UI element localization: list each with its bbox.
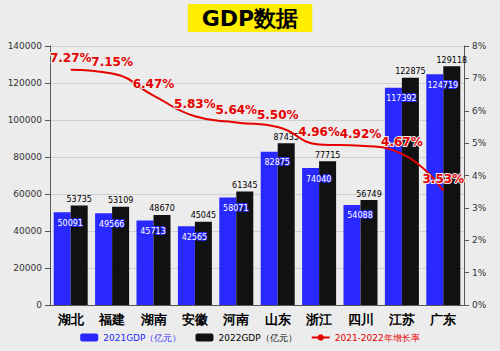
svg-text:5.64%: 5.64% [215, 103, 257, 117]
svg-text:2022GDP（亿元）: 2022GDP（亿元） [218, 333, 296, 343]
svg-text:8%: 8% [472, 41, 487, 51]
svg-text:80000: 80000 [13, 152, 42, 162]
svg-text:45713: 45713 [140, 227, 165, 236]
svg-text:江苏: 江苏 [388, 312, 415, 327]
svg-text:0%: 0% [472, 300, 487, 310]
svg-text:2%: 2% [472, 235, 487, 245]
svg-text:54088: 54088 [347, 211, 372, 220]
svg-text:60000: 60000 [13, 189, 42, 199]
svg-text:77715: 77715 [315, 151, 340, 160]
svg-text:49566: 49566 [99, 220, 124, 229]
svg-text:140000: 140000 [8, 41, 43, 51]
svg-text:45045: 45045 [191, 211, 216, 220]
svg-text:74040: 74040 [306, 175, 331, 184]
svg-text:4.92%: 4.92% [340, 127, 382, 141]
svg-text:5%: 5% [472, 138, 487, 148]
svg-text:87435: 87435 [273, 132, 299, 142]
svg-text:5.50%: 5.50% [257, 108, 299, 122]
svg-text:1%: 1% [472, 268, 487, 278]
svg-text:117392: 117392 [386, 94, 417, 103]
svg-text:100000: 100000 [8, 115, 43, 125]
svg-text:四川: 四川 [348, 312, 374, 327]
svg-text:福建: 福建 [98, 312, 125, 327]
svg-text:5.83%: 5.83% [174, 97, 216, 111]
svg-text:2021GDP（亿元）: 2021GDP（亿元） [103, 333, 181, 343]
svg-text:4%: 4% [472, 171, 487, 181]
svg-text:山东: 山东 [265, 312, 291, 327]
svg-text:3%: 3% [472, 203, 487, 213]
svg-text:2021-2022年增长率: 2021-2022年增长率 [335, 333, 420, 343]
svg-text:56749: 56749 [356, 190, 381, 199]
svg-text:7.15%: 7.15% [91, 55, 133, 69]
svg-text:120000: 120000 [8, 78, 43, 88]
svg-text:42565: 42565 [182, 233, 207, 242]
svg-text:安徽: 安徽 [182, 312, 209, 327]
svg-text:浙江: 浙江 [305, 312, 332, 327]
svg-text:58071: 58071 [223, 204, 248, 213]
svg-text:6.47%: 6.47% [133, 77, 175, 91]
svg-text:GDP数据: GDP数据 [202, 6, 298, 31]
svg-text:53735: 53735 [66, 195, 91, 204]
svg-text:7.27%: 7.27% [50, 51, 92, 65]
svg-text:0: 0 [36, 300, 42, 310]
svg-text:20000: 20000 [13, 263, 42, 273]
svg-text:61345: 61345 [232, 181, 257, 190]
svg-text:3.53%: 3.53% [422, 172, 464, 186]
svg-text:129118: 129118 [437, 56, 468, 65]
svg-text:53109: 53109 [108, 196, 133, 205]
svg-text:124719: 124719 [428, 81, 459, 90]
svg-text:4.67%: 4.67% [381, 135, 423, 149]
svg-text:4.96%: 4.96% [298, 125, 340, 139]
svg-text:广东: 广东 [429, 312, 456, 327]
svg-text:122875: 122875 [395, 67, 426, 76]
svg-text:48670: 48670 [149, 204, 174, 213]
svg-text:7%: 7% [472, 73, 487, 83]
svg-text:湖南: 湖南 [140, 312, 167, 327]
svg-text:6%: 6% [472, 106, 487, 116]
svg-text:82875: 82875 [264, 158, 289, 167]
svg-text:50091: 50091 [57, 219, 82, 228]
svg-text:湖北: 湖北 [57, 312, 85, 327]
svg-text:河南: 河南 [222, 312, 249, 327]
svg-text:40000: 40000 [13, 226, 42, 236]
